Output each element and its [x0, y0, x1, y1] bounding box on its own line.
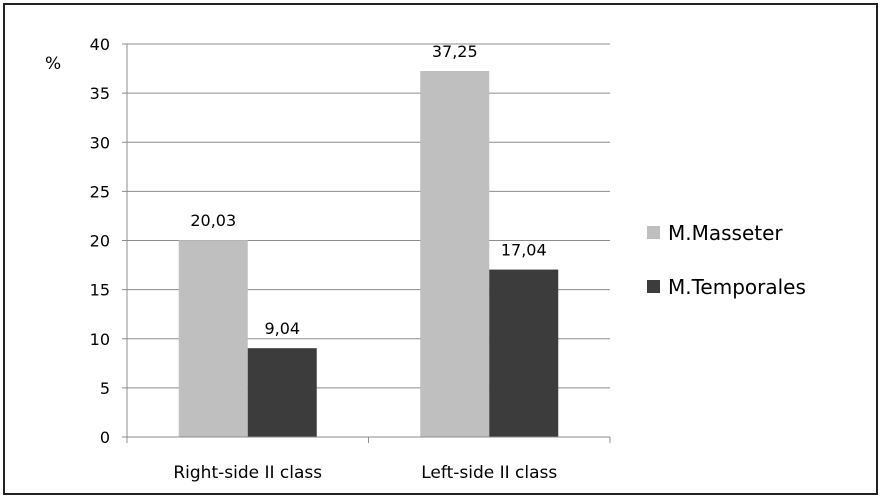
y-tick-label: 15 [90, 281, 110, 300]
y-axis-label: % [45, 54, 61, 74]
y-tick-label: 5 [100, 379, 110, 398]
y-tick-label: 0 [100, 428, 110, 447]
tick-labels: 0 5 10 15 20 25 30 35 40 Right-side II class Left-… [90, 35, 558, 483]
data-label: 20,03 [190, 211, 236, 230]
legend: M.Masseter M.Temporales [647, 221, 806, 299]
legend-swatch [647, 226, 660, 239]
data-label: 9,04 [264, 319, 300, 338]
x-tick-label: Right-side II class [173, 463, 322, 483]
y-tick-label: 35 [90, 84, 110, 103]
y-tick-label: 20 [90, 232, 110, 251]
y-tick-label: 40 [90, 35, 110, 54]
data-label: 17,04 [501, 241, 547, 260]
legend-label: M.Masseter [668, 221, 783, 245]
legend-swatch [647, 280, 660, 293]
y-tick-label: 30 [90, 133, 110, 152]
bar-chart: 20,03 9,04 37,25 17,04 0 5 10 15 20 25 30 35 40 Righ… [45, 35, 806, 483]
chart-frame: 20,03 9,04 37,25 17,04 0 5 10 15 20 25 30 35 40 Righ… [3, 3, 878, 495]
bar-m-masseter-0 [178, 240, 248, 437]
axes [122, 43, 611, 443]
y-tick-label: 10 [90, 330, 110, 349]
y-tick-label: 25 [90, 182, 110, 201]
bar-m-masseter-1 [420, 71, 490, 438]
legend-label: M.Temporales [668, 275, 806, 299]
bar-m-temporales-1 [489, 269, 559, 437]
data-labels: 20,03 9,04 37,25 17,04 [190, 42, 546, 338]
data-label: 37,25 [432, 42, 478, 61]
bars [178, 71, 559, 438]
x-tick-label: Left-side II class [421, 463, 557, 483]
bar-m-temporales-0 [247, 348, 317, 437]
